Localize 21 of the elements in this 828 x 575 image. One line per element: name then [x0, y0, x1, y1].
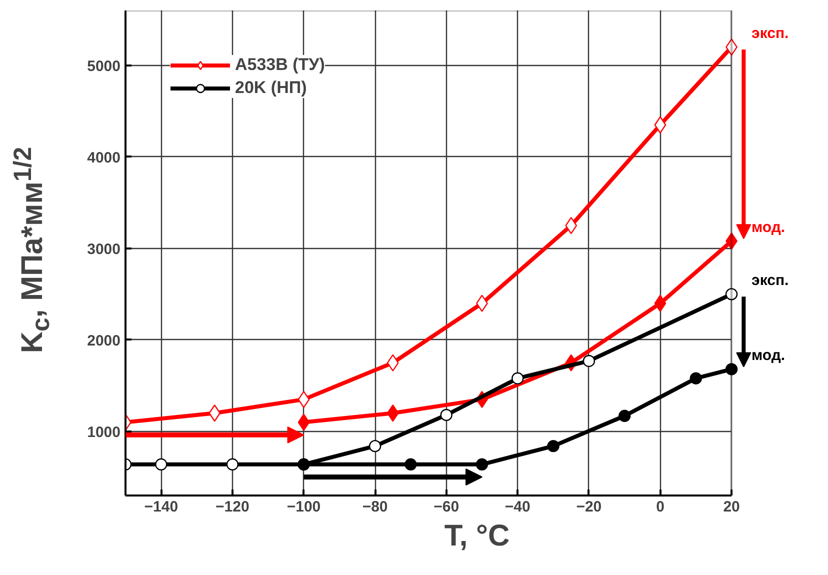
y-tick-label: 5000 — [87, 58, 121, 75]
text: эксп. — [752, 272, 789, 290]
x-tick-label: −40 — [504, 498, 530, 516]
x-tick-label: −140 — [144, 498, 178, 516]
y-tick-label: 1000 — [87, 424, 121, 441]
x-tick-label: −100 — [286, 498, 321, 516]
x-tick-label: −20 — [576, 498, 602, 516]
y-tick-label: 2000 — [87, 332, 121, 350]
x-tick-label: −80 — [362, 498, 388, 516]
x-tick-label: −60 — [434, 498, 460, 516]
text: эксп. — [752, 25, 789, 42]
x-tick-label: 0 — [656, 498, 664, 516]
legend-label: A533B (ТУ) — [235, 55, 325, 75]
text: мод. — [752, 347, 786, 364]
x-tick-label: 20 — [723, 498, 740, 516]
y-tick-label: 4000 — [87, 149, 121, 166]
y-tick-label: 3000 — [87, 240, 121, 258]
x-tick-label: −120 — [216, 498, 250, 516]
x-axis-title: T, °C — [444, 520, 510, 552]
text: мод. — [752, 219, 786, 236]
legend-label: 20K (НП) — [235, 78, 307, 98]
